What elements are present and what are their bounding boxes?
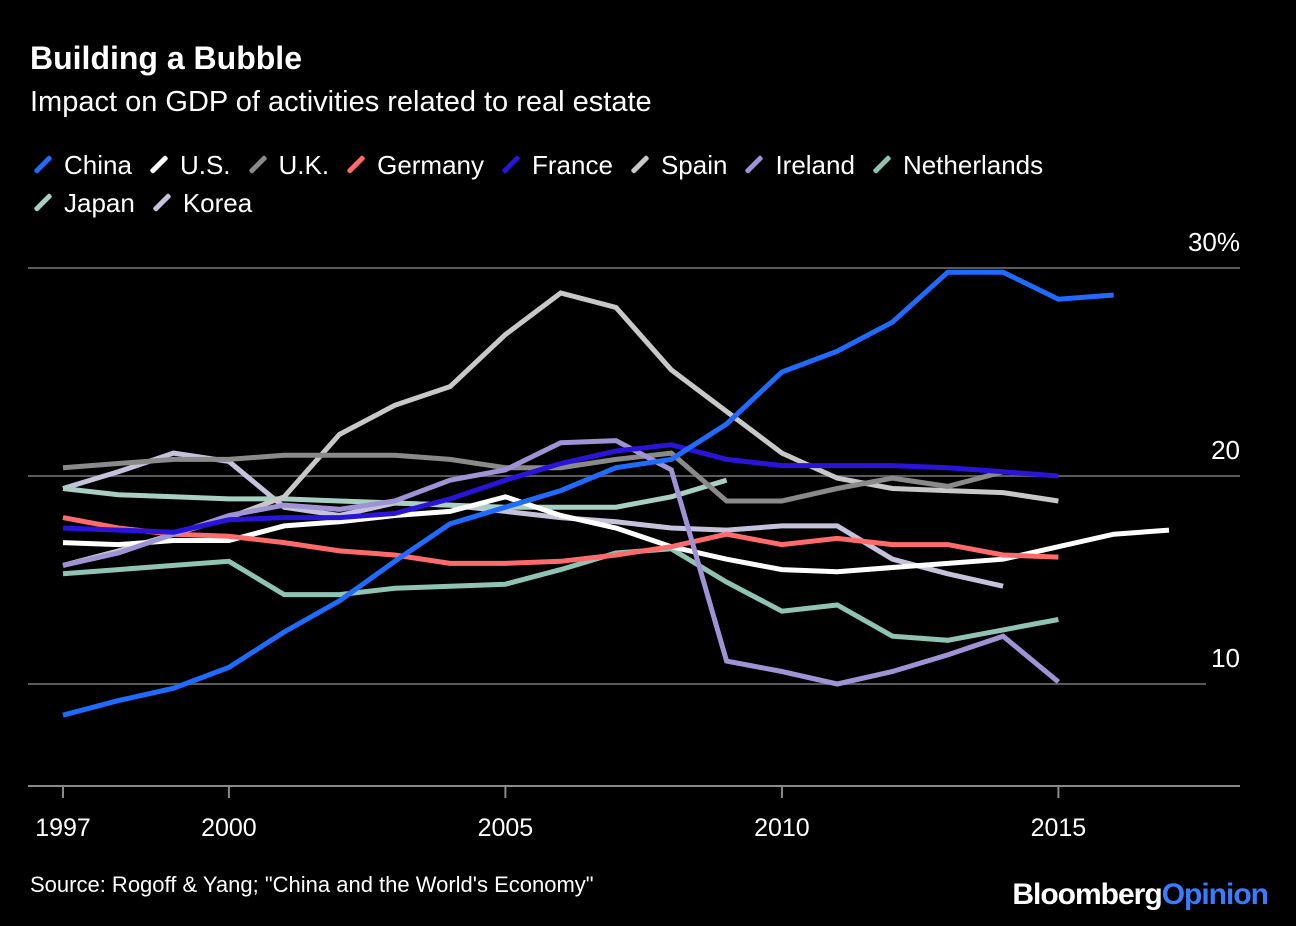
legend-item-spain: Spain	[627, 146, 728, 184]
y-tick-label-10: 10	[1211, 643, 1240, 673]
series-line-u-s	[62, 494, 1170, 575]
series-line-france	[62, 442, 1059, 535]
legend-item-u-k: U.K.	[245, 146, 330, 184]
logo-bloomberg: Bloomberg	[1012, 878, 1162, 911]
y-tick-label-30: 30%	[1188, 227, 1240, 257]
legend-label-ireland: Ireland	[775, 150, 855, 180]
legend-item-korea: Korea	[149, 184, 252, 222]
legend-label-spain: Spain	[660, 150, 728, 180]
x-tick-label-2015: 2015	[1031, 814, 1087, 842]
series-line-china	[62, 269, 1114, 718]
chart-legend: China U.S. U.K. Germany France Spain Ireland Ne…	[30, 146, 1230, 222]
legend-label-france: France	[532, 150, 613, 180]
legend-item-france: France	[498, 146, 613, 184]
bloomberg-opinion-logo: BloombergOpinion	[1012, 878, 1269, 912]
x-tick-label-2000: 2000	[201, 814, 257, 842]
legend-item-u-s: U.S.	[146, 146, 231, 184]
legend-item-japan: Japan	[30, 184, 135, 222]
legend-label-u-k: U.K.	[278, 150, 330, 180]
chart-title: Building a Bubble	[30, 40, 302, 76]
legend-item-ireland: Ireland	[741, 146, 855, 184]
x-tick-label-2005: 2005	[478, 814, 534, 842]
legend-label-u-s: U.S.	[179, 150, 231, 180]
chart-subtitle: Impact on GDP of activities related to r…	[30, 86, 652, 118]
source-note: Source: Rogoff & Yang; "China and the Wo…	[30, 872, 594, 897]
logo-opinion: Opinion	[1161, 878, 1269, 911]
legend-label-germany: Germany	[377, 150, 485, 180]
series-line-u-k	[62, 450, 1004, 504]
legend-item-germany: Germany	[343, 146, 484, 184]
legend-label-china: China	[64, 150, 132, 180]
legend-label-netherlands: Netherlands	[902, 150, 1044, 180]
series-line-ireland	[62, 438, 1060, 687]
series-line-netherlands	[62, 546, 1059, 643]
legend-item-netherlands: Netherlands	[869, 146, 1043, 184]
x-tick-label-1997: 1997	[35, 814, 91, 842]
legend-label-korea: Korea	[182, 188, 253, 218]
y-tick-label-20: 20	[1211, 435, 1240, 465]
legend-label-japan: Japan	[64, 188, 135, 218]
x-tick-label-2010: 2010	[754, 814, 810, 842]
series-line-germany	[62, 515, 1059, 566]
legend-item-china: China	[30, 146, 132, 184]
